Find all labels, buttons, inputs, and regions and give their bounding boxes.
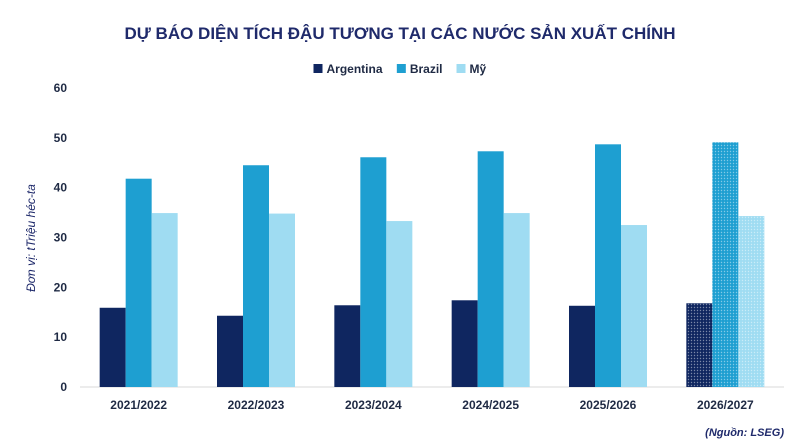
- bar-m--2022-2023: [269, 213, 295, 387]
- x-tick-label: 2026/2027: [697, 398, 754, 412]
- y-tick-label: 10: [54, 330, 68, 344]
- bar-m--2025-2026: [621, 225, 647, 387]
- bar-m--2021-2022: [151, 213, 178, 387]
- bar-brazil-2024-2025: [477, 151, 504, 387]
- bar-m--2023-2024: [386, 221, 413, 387]
- bar-argentina-2022-2023: [217, 315, 243, 387]
- bar-brazil-2025-2026: [595, 144, 621, 387]
- bar-brazil-2023-2024: [360, 157, 387, 387]
- bar-argentina-2025-2026: [569, 305, 595, 387]
- bars: [99, 142, 765, 387]
- x-tick-label: 2022/2023: [228, 398, 285, 412]
- bar-brazil-2021-2022: [125, 178, 152, 387]
- y-tick-label: 20: [54, 280, 68, 294]
- x-tick-label: 2025/2026: [580, 398, 637, 412]
- x-tick-label: 2021/2022: [110, 398, 167, 412]
- y-tick-label: 0: [60, 380, 67, 394]
- legend-swatch: [313, 64, 323, 73]
- x-tick-label: 2024/2025: [462, 398, 519, 412]
- legend-swatch: [396, 64, 406, 73]
- y-axis-label: Đơn vị: tTriệu héc-ta: [24, 184, 38, 292]
- legend-label: Mỹ: [470, 62, 487, 76]
- x-axis-ticks: 2021/2022 2022/2023 2023/2024 2024/2025 2025…: [110, 398, 754, 412]
- legend-label: Brazil: [410, 62, 443, 76]
- y-tick-label: 30: [54, 231, 68, 245]
- bar-m--2024-2025: [503, 213, 530, 387]
- legend-label: Argentina: [326, 62, 382, 76]
- bar-argentina-2024-2025: [451, 300, 478, 387]
- forecast-pattern-overlay: [738, 216, 765, 387]
- chart-title: DỰ BÁO DIỆN TÍCH ĐẬU TƯƠNG TẠI CÁC NƯỚC …: [124, 24, 675, 43]
- legend-item: Mỹ: [456, 62, 487, 76]
- legend-item: Argentina: [313, 62, 383, 76]
- forecast-pattern-overlay: [686, 303, 713, 387]
- y-tick-label: 50: [54, 131, 68, 145]
- bar-argentina-2023-2024: [334, 305, 361, 387]
- legend: Argentina Brazil Mỹ: [313, 62, 487, 76]
- source-note: (Nguồn: LSEG): [705, 427, 784, 439]
- bar-brazil-2022-2023: [243, 165, 269, 387]
- y-tick-label: 40: [54, 181, 68, 195]
- x-tick-label: 2023/2024: [345, 398, 402, 412]
- legend-item: Brazil: [396, 62, 443, 76]
- legend-swatch: [456, 64, 466, 73]
- bar-argentina-2021-2022: [99, 307, 126, 387]
- y-axis-ticks: 0 10 20 30 40 50 60: [54, 81, 68, 394]
- forecast-pattern-overlay: [712, 142, 739, 387]
- y-tick-label: 60: [54, 81, 68, 95]
